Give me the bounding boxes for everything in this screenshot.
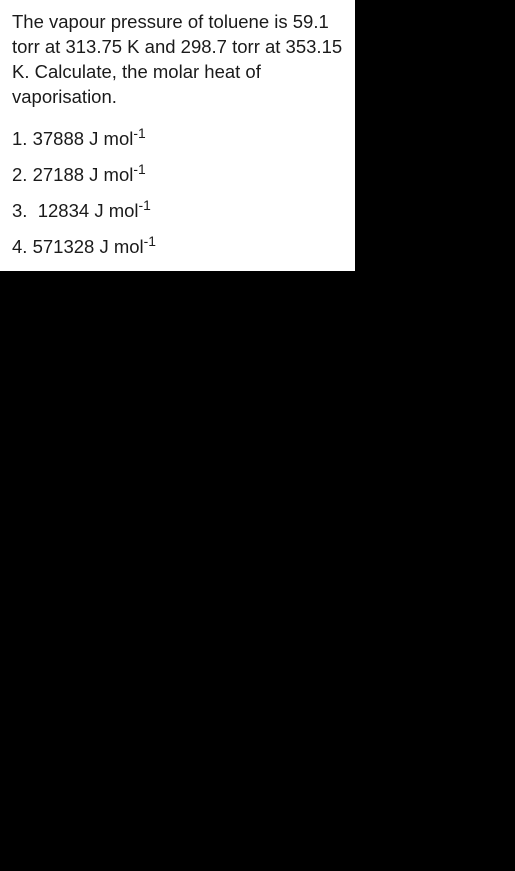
- option-unit-prefix: J mol: [89, 164, 133, 185]
- option-value: 37888: [33, 128, 84, 149]
- option-value: 27188: [33, 164, 84, 185]
- option-3: 3. 12834 J mol-1: [12, 200, 343, 222]
- option-unit-sup: -1: [133, 161, 145, 177]
- option-unit-prefix: J mol: [89, 128, 133, 149]
- question-card: The vapour pressure of toluene is 59.1 t…: [0, 0, 355, 271]
- option-number: 4.: [12, 236, 27, 257]
- option-number: 1.: [12, 128, 27, 149]
- option-unit-prefix: J mol: [94, 200, 138, 221]
- option-4: 4. 571328 J mol-1: [12, 236, 343, 258]
- option-number: 2.: [12, 164, 27, 185]
- option-unit-sup: -1: [133, 125, 145, 141]
- option-unit-prefix: J mol: [99, 236, 143, 257]
- option-number: 3.: [12, 200, 27, 221]
- option-value: 571328: [33, 236, 95, 257]
- option-value: 12834: [38, 200, 89, 221]
- option-unit-sup: -1: [139, 197, 151, 213]
- option-2: 2. 27188 J mol-1: [12, 164, 343, 186]
- question-text: The vapour pressure of toluene is 59.1 t…: [12, 10, 343, 110]
- option-1: 1. 37888 J mol-1: [12, 128, 343, 150]
- option-unit-sup: -1: [144, 233, 156, 249]
